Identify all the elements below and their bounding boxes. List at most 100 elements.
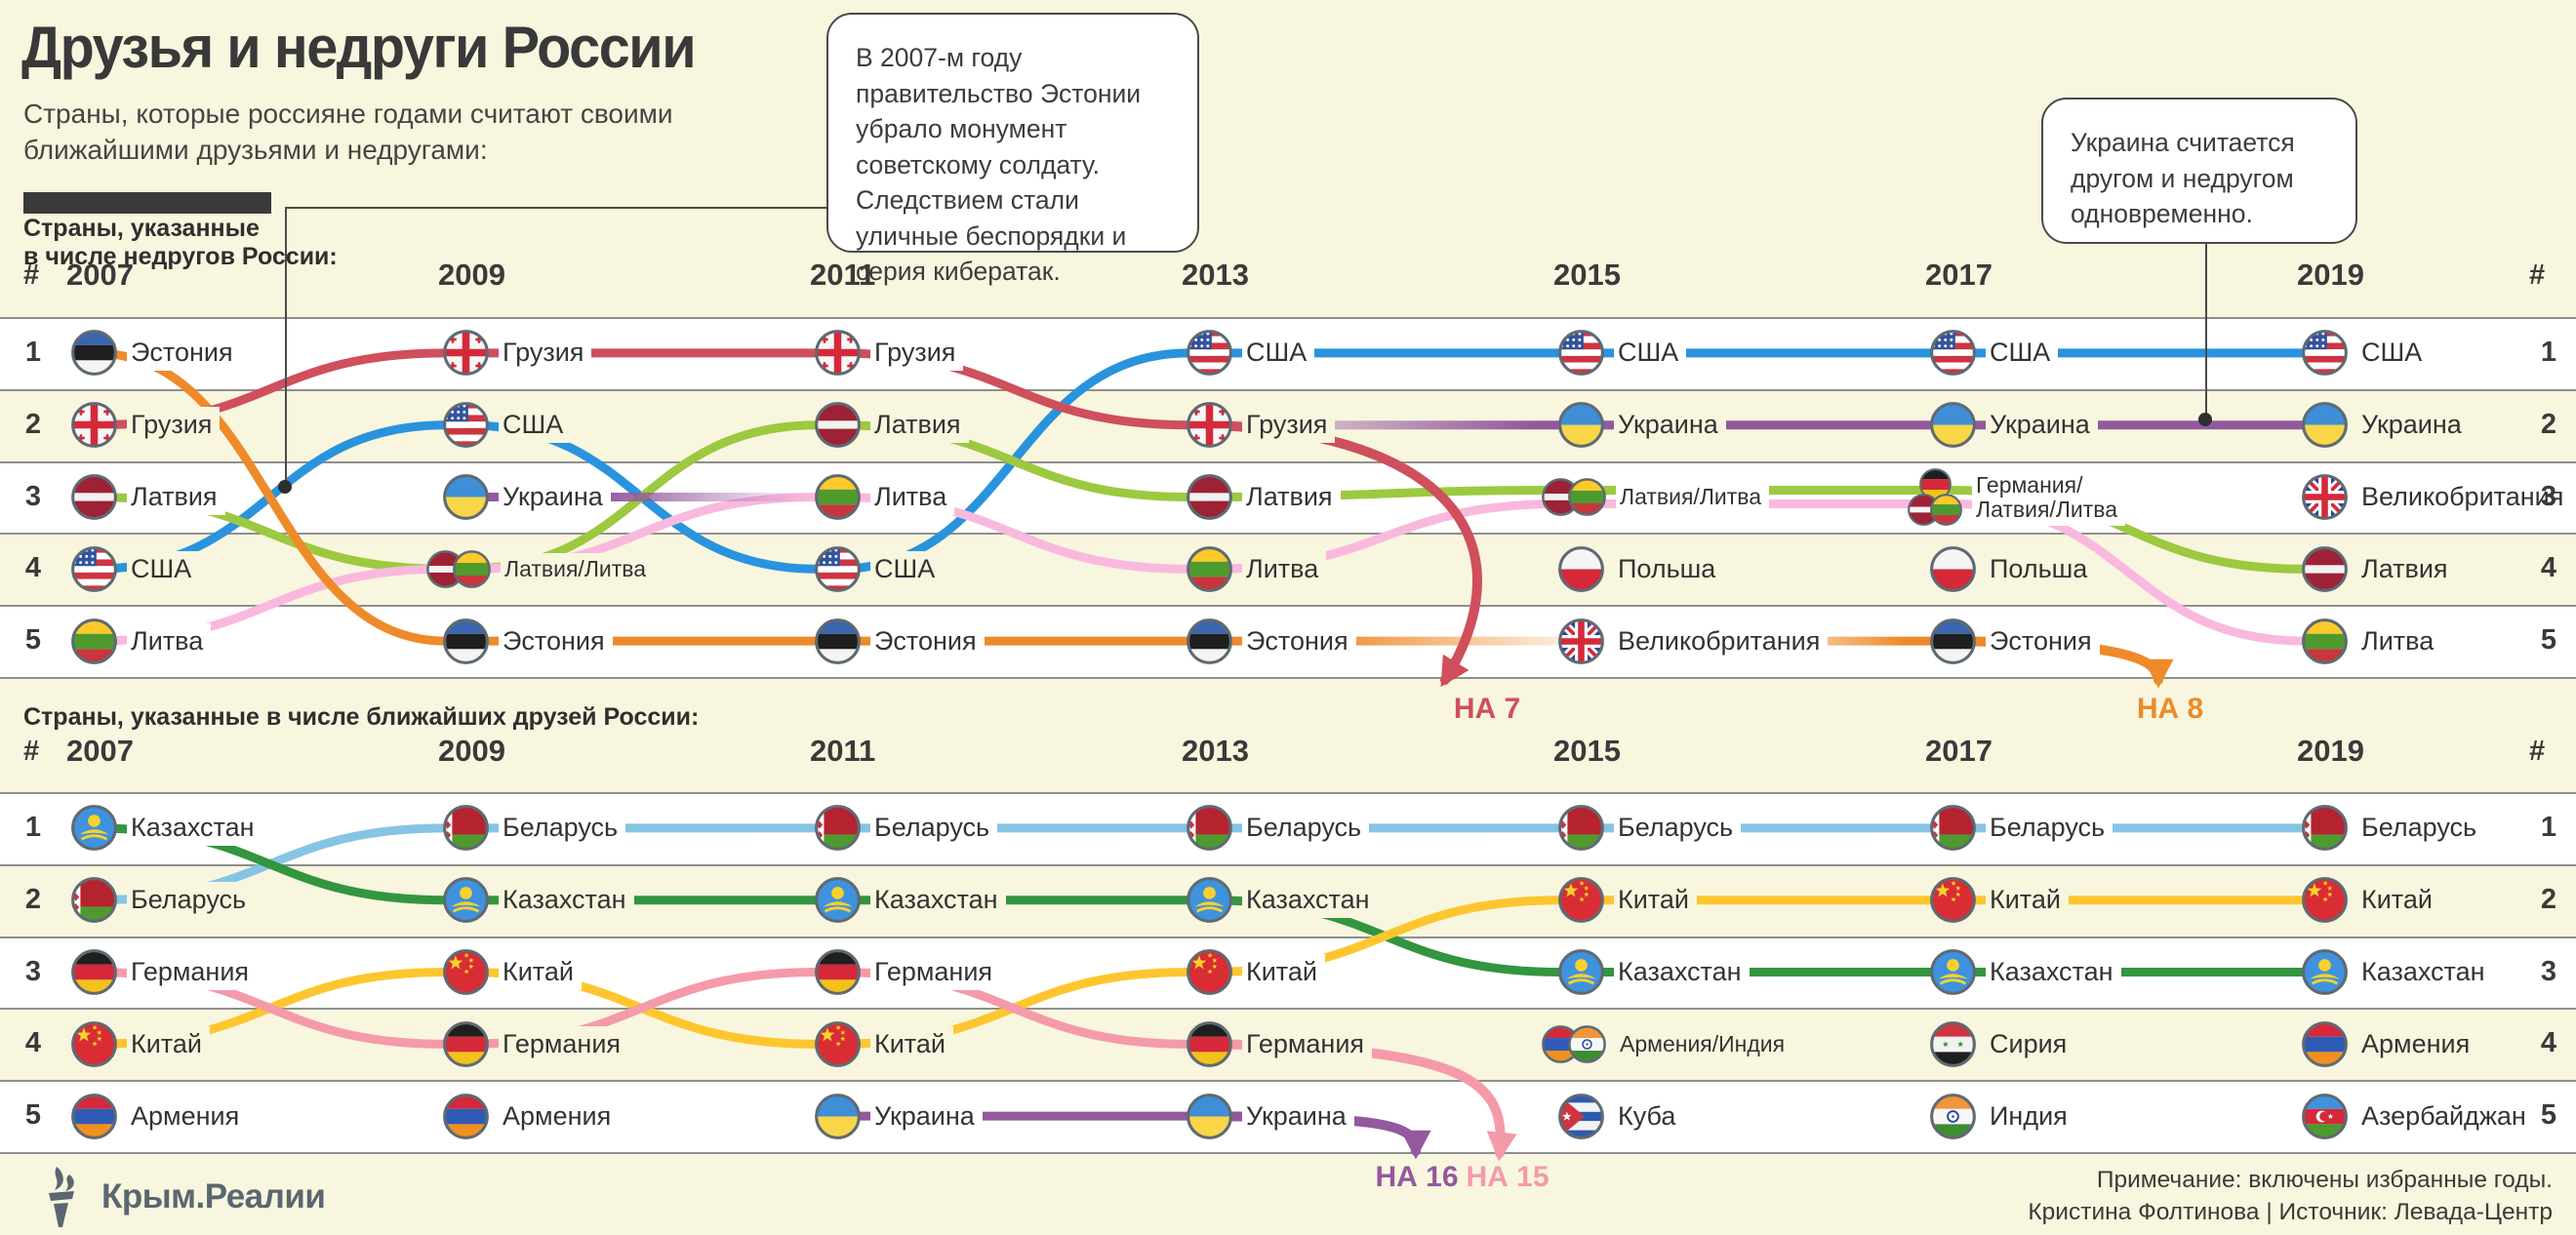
germany-flag-icon bbox=[815, 949, 861, 995]
country-label: США bbox=[127, 550, 200, 587]
latvia-flag-icon bbox=[1187, 474, 1232, 520]
country-cell: Латвия bbox=[815, 397, 969, 454]
country-label: Грузия bbox=[127, 407, 221, 444]
country-label: США bbox=[1614, 335, 1687, 372]
syria-flag-icon bbox=[1930, 1020, 1976, 1067]
footer-credit: Кристина Фолтинова | Источник: Левада-Це… bbox=[2028, 1199, 2553, 1225]
country-cell: Украина bbox=[815, 1088, 983, 1144]
country-cell: Украина bbox=[1187, 1088, 1354, 1144]
country-label: Украина bbox=[2357, 407, 2470, 444]
country-label: Китай bbox=[2357, 882, 2440, 919]
country-cell: Грузия bbox=[815, 325, 964, 381]
germany-flag-icon bbox=[1187, 1020, 1232, 1067]
country-label: Индия bbox=[1986, 1097, 2075, 1135]
country-cell: Казахстан bbox=[815, 872, 1006, 929]
country-cell: Казахстан bbox=[2302, 944, 2493, 1001]
country-cell: Беларусь bbox=[815, 800, 998, 857]
uk-flag-icon bbox=[2302, 474, 2348, 520]
china-flag-icon bbox=[815, 1020, 861, 1067]
usa-flag-icon bbox=[815, 545, 861, 592]
country-label: Армения/Индия bbox=[1616, 1027, 1793, 1060]
china-flag-icon bbox=[1187, 949, 1232, 995]
armenia-flag-icon bbox=[2302, 1020, 2348, 1067]
country-label: Эстония bbox=[499, 622, 613, 659]
country-cell: Украина bbox=[1930, 397, 2098, 454]
country-cell: Литва bbox=[71, 613, 212, 669]
country-label: Латвия bbox=[127, 479, 225, 515]
estonia-flag-icon bbox=[71, 330, 117, 377]
year-header: 2011 bbox=[810, 734, 876, 768]
country-cell: Украина bbox=[443, 469, 611, 526]
exit-annotation: НА 16 bbox=[1375, 1161, 1459, 1193]
poland-flag-icon bbox=[1558, 545, 1604, 592]
country-label: Армения bbox=[499, 1097, 620, 1135]
country-cell: США bbox=[815, 540, 944, 597]
country-label: Литва bbox=[2357, 622, 2442, 659]
country-cell: Латвия bbox=[71, 469, 225, 526]
rank-column-header: # bbox=[2529, 259, 2546, 291]
country-cell: Грузия bbox=[71, 397, 221, 454]
country-label: Украина bbox=[870, 1097, 983, 1135]
year-header: 2017 bbox=[1925, 734, 1992, 768]
country-label: Куба bbox=[1614, 1097, 1684, 1135]
country-label: Эстония bbox=[127, 335, 241, 372]
estonia-flag-icon bbox=[1187, 618, 1232, 664]
callout-pointer-line bbox=[285, 207, 287, 484]
enemies-section-heading-line1: Страны, указанные bbox=[23, 215, 260, 242]
country-label: Латвия bbox=[2357, 550, 2456, 587]
country-label: Грузия bbox=[870, 335, 964, 372]
country-label: Китай bbox=[499, 954, 582, 990]
country-cell: Беларусь bbox=[1558, 800, 1742, 857]
india-flag-icon bbox=[1930, 1093, 1976, 1139]
country-label: США bbox=[1242, 335, 1315, 372]
country-label: Беларусь bbox=[127, 882, 255, 919]
country-label: Беларусь bbox=[2357, 810, 2485, 847]
decorative-bar bbox=[23, 192, 271, 214]
china-flag-icon bbox=[1558, 877, 1604, 924]
usa-flag-icon bbox=[1187, 330, 1232, 377]
brand-wordmark: Крым.Реалии bbox=[101, 1177, 326, 1215]
country-cell: Сирия bbox=[1930, 1016, 2075, 1072]
exit-annotation: НА 7 bbox=[1453, 693, 1521, 725]
rank-number: 1 bbox=[24, 811, 42, 843]
country-cell: Грузия bbox=[443, 325, 592, 381]
year-header: 2007 bbox=[66, 734, 134, 768]
belarus-flag-icon bbox=[71, 877, 117, 924]
latvia-flag-icon bbox=[815, 402, 861, 449]
country-label: Польша bbox=[1986, 550, 2096, 587]
belarus-flag-icon bbox=[1930, 805, 1976, 852]
country-cell: США bbox=[1930, 325, 2059, 381]
country-cell: Беларусь bbox=[1187, 800, 1370, 857]
country-cell: Литва bbox=[815, 469, 955, 526]
country-cell: Польша bbox=[1558, 540, 1724, 597]
country-cell: Китай bbox=[1930, 872, 2069, 929]
rank-number: 4 bbox=[24, 1027, 42, 1059]
country-cell: Казахстан bbox=[1187, 872, 1378, 929]
country-label: Сирия bbox=[1986, 1025, 2075, 1062]
rank-number: 4 bbox=[24, 552, 42, 584]
rank-number: 4 bbox=[2540, 1027, 2557, 1059]
country-label: США bbox=[499, 407, 572, 444]
country-label: Казахстан bbox=[1614, 954, 1750, 990]
country-cell: Армения bbox=[443, 1088, 620, 1144]
kazakhstan-flag-icon bbox=[71, 805, 117, 852]
ukraine-flag-icon bbox=[2302, 402, 2348, 449]
kazakhstan-flag-icon bbox=[815, 877, 861, 924]
china-flag-icon bbox=[71, 1020, 117, 1067]
country-label: Латвия bbox=[870, 407, 969, 444]
country-cell: Эстония bbox=[1187, 613, 1356, 669]
callout-ukraine-note: Украина считается другом и недругом одно… bbox=[2041, 98, 2357, 244]
country-cell: Армения/Индия bbox=[1542, 1016, 1793, 1072]
lithuania-flag-icon bbox=[1568, 478, 1606, 516]
country-label: Казахстан bbox=[1242, 882, 1378, 919]
cuba-flag-icon bbox=[1558, 1093, 1604, 1139]
country-cell: Польша bbox=[1930, 540, 2096, 597]
lithuania-flag-icon bbox=[71, 618, 117, 664]
country-cell: Латвия bbox=[2302, 540, 2456, 597]
country-cell: Эстония bbox=[443, 613, 613, 669]
country-label: США bbox=[870, 550, 944, 587]
country-label: Армения bbox=[127, 1097, 248, 1135]
lithuania-flag-icon bbox=[2302, 618, 2348, 664]
country-label: Беларусь bbox=[499, 810, 626, 847]
year-header: 2007 bbox=[66, 258, 134, 292]
